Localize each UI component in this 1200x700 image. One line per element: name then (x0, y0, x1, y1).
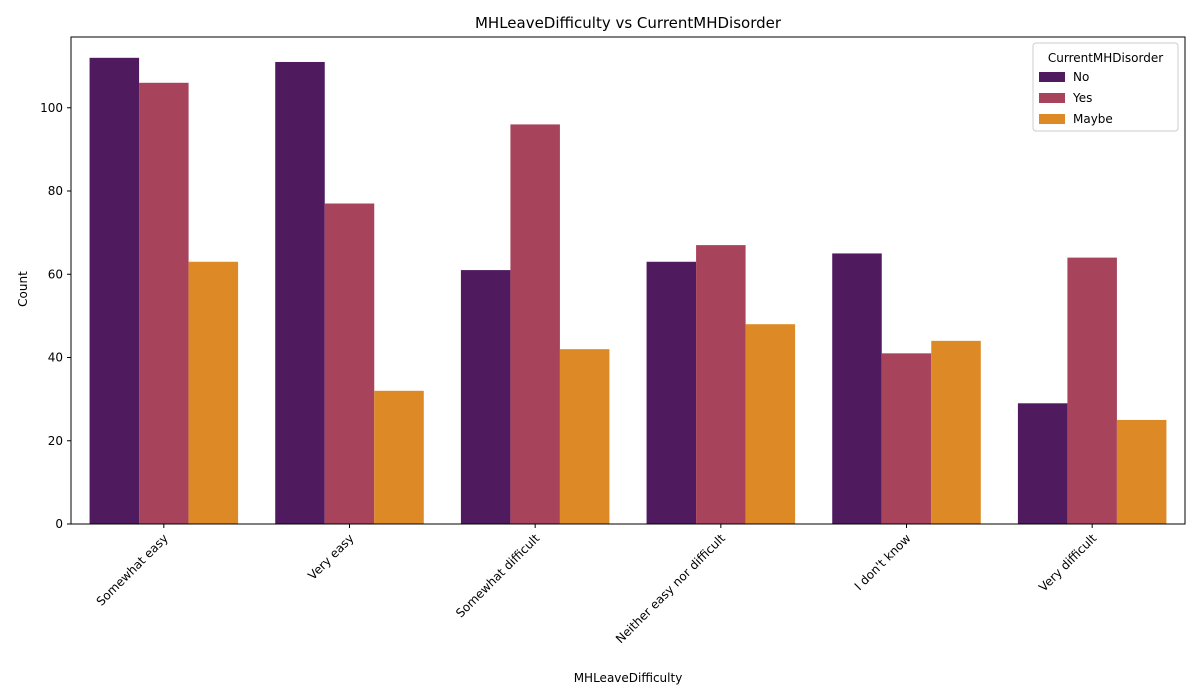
bar (510, 124, 560, 524)
bar (189, 262, 239, 524)
bar (325, 204, 375, 525)
x-tick-label: Very easy (305, 531, 356, 582)
bar (374, 391, 424, 524)
bar (1067, 258, 1117, 524)
x-axis-title: MHLeaveDifficulty (574, 671, 683, 685)
y-tick-label: 0 (55, 517, 63, 531)
x-tick-label: Somewhat easy (94, 531, 171, 608)
legend-swatch (1039, 114, 1065, 124)
x-tick-label: I don't know (852, 531, 914, 593)
y-tick-label: 20 (48, 434, 63, 448)
bar (1117, 420, 1167, 524)
bar (139, 83, 189, 524)
legend-label: Yes (1072, 91, 1092, 105)
bar (1018, 403, 1068, 524)
legend-swatch (1039, 72, 1065, 82)
legend-label: No (1073, 70, 1089, 84)
x-tick-label: Somewhat difficult (453, 531, 542, 620)
y-axis-title: Count (16, 271, 30, 307)
x-tick-label: Neither easy nor difficult (613, 531, 728, 646)
chart-title: MHLeaveDifficulty vs CurrentMHDisorder (475, 14, 782, 32)
bar (746, 324, 796, 524)
bar (931, 341, 981, 524)
bar (647, 262, 697, 524)
y-tick-label: 100 (40, 101, 63, 115)
plot-area: 0 20 40 60 80 100 Somewhat easy Very easy Somewh… (40, 37, 1185, 646)
bar (275, 62, 325, 524)
bar (696, 245, 746, 524)
bar (832, 253, 882, 524)
bar (90, 58, 140, 524)
y-tick-label: 40 (48, 351, 63, 365)
bar (882, 353, 932, 524)
legend-swatch (1039, 93, 1065, 103)
bar (560, 349, 610, 524)
legend-label: Maybe (1073, 112, 1113, 126)
y-tick-label: 60 (48, 267, 63, 281)
bar (461, 270, 511, 524)
y-tick-label: 80 (48, 184, 63, 198)
legend: CurrentMHDisorder No Yes Maybe (1033, 43, 1178, 131)
x-tick-label: Very difficult (1036, 531, 1099, 594)
legend-title: CurrentMHDisorder (1048, 51, 1163, 65)
